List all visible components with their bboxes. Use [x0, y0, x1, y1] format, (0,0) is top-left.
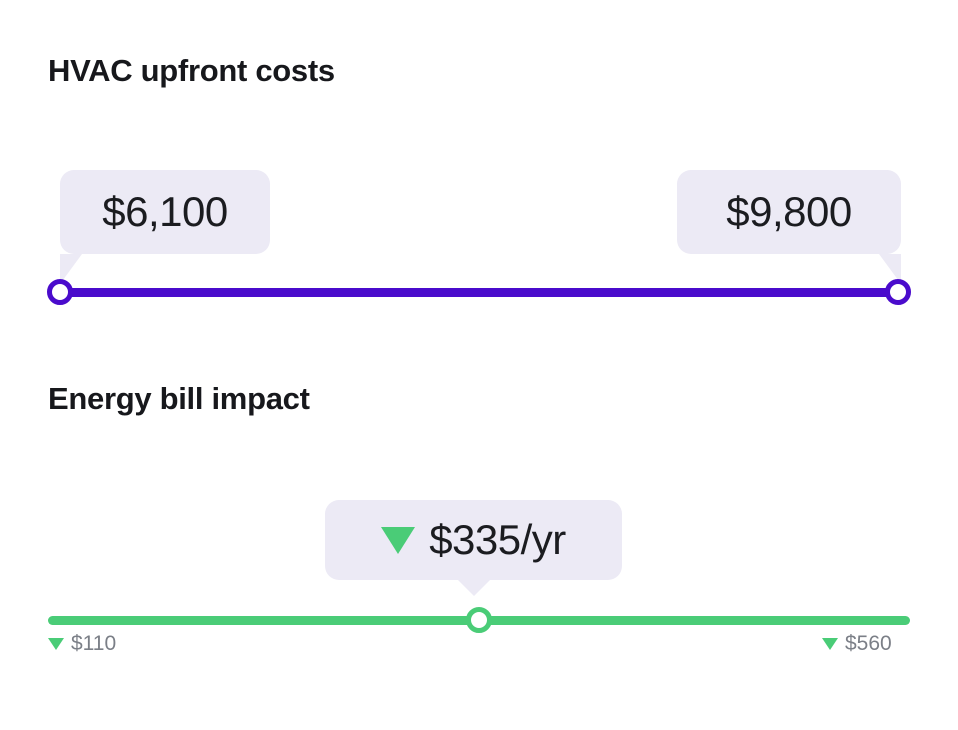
triangle-down-icon [381, 526, 416, 554]
energy-max-endpoint-label: $560 [822, 633, 892, 654]
tooltip-tail-icon [60, 254, 82, 284]
triangle-down-icon [48, 637, 64, 650]
energy-value-label: $335/yr [429, 516, 566, 563]
hvac-min-handle[interactable] [47, 279, 73, 305]
hvac-range-slider-track[interactable] [48, 288, 910, 297]
hvac-section-title: HVAC upfront costs [48, 53, 335, 88]
tooltip-tail-icon [457, 580, 490, 596]
hvac-max-value-tooltip: $9,800 [677, 170, 901, 284]
hvac-min-value-tooltip: $6,100 [60, 170, 270, 284]
energy-min-value: $110 [71, 632, 117, 655]
hvac-max-handle[interactable] [885, 279, 911, 305]
hvac-min-value-label: $6,100 [102, 188, 228, 235]
hvac-max-value-label: $9,800 [726, 188, 852, 235]
triangle-down-icon [822, 637, 838, 650]
energy-max-value: $560 [845, 632, 892, 655]
tooltip-tail-icon [879, 254, 901, 284]
energy-section-title: Energy bill impact [48, 381, 310, 416]
energy-min-endpoint-label: $110 [48, 633, 116, 654]
energy-value-tooltip: $335/yr [325, 500, 622, 596]
energy-slider-handle[interactable] [466, 607, 492, 633]
